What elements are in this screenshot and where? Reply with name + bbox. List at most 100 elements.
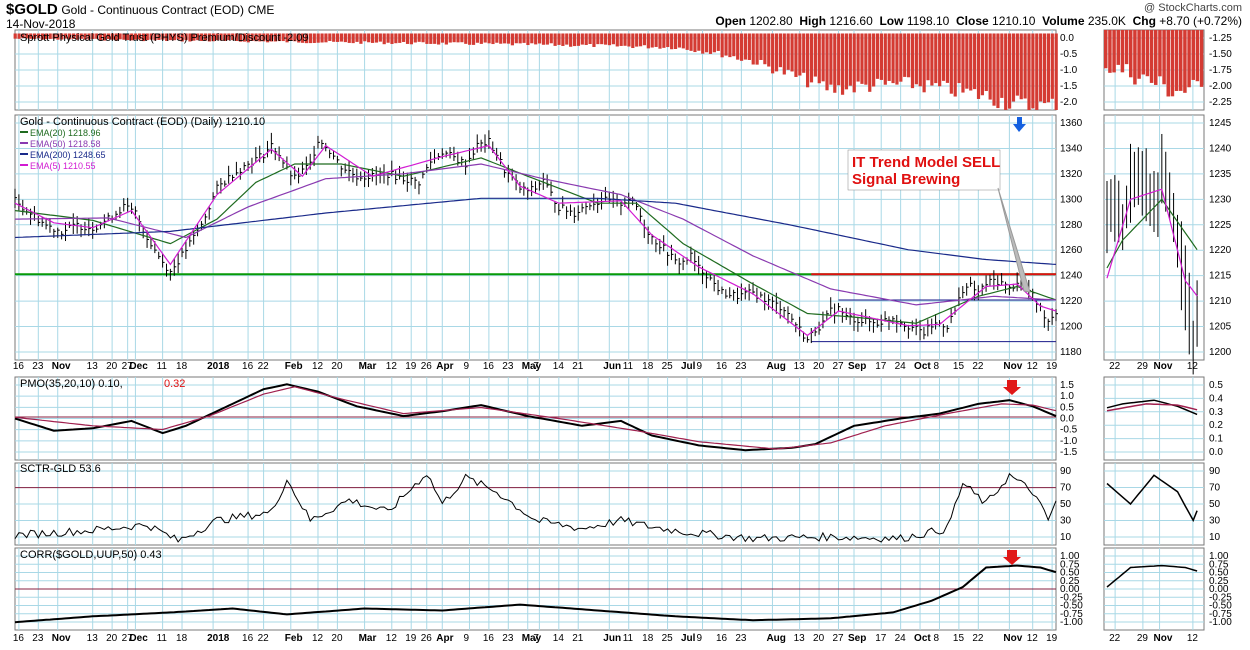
premium-bar bbox=[417, 33, 421, 42]
premium-bar bbox=[219, 33, 223, 41]
premium-bar bbox=[165, 33, 169, 41]
x-axis-label: 11 bbox=[623, 633, 634, 644]
legend-entry: EMA(50) 1218.58 bbox=[30, 139, 101, 149]
premium-bar bbox=[895, 33, 899, 85]
corr-zoom-tick-label: 0.25 bbox=[1209, 576, 1229, 587]
premium-bar bbox=[755, 33, 759, 65]
premium-bar bbox=[759, 33, 763, 60]
premium-bar bbox=[852, 33, 856, 93]
legend-entry: EMA(200) 1248.65 bbox=[30, 150, 106, 160]
premium-bar bbox=[739, 33, 744, 61]
open-label: Open bbox=[715, 14, 746, 28]
corr-zoom-tick-label: -0.50 bbox=[1209, 601, 1232, 612]
sctr-zoom-sctr-gld-line bbox=[1106, 474, 1198, 523]
x-axis-label: Sep bbox=[848, 361, 866, 372]
premium-bar bbox=[623, 33, 627, 46]
premium-bar bbox=[172, 33, 177, 41]
premium-bar bbox=[864, 33, 868, 85]
premium-bar bbox=[83, 33, 87, 40]
premium-bar bbox=[553, 33, 557, 46]
premium-bar bbox=[499, 33, 503, 44]
x-axis-label: 16 bbox=[483, 361, 495, 372]
corr-tick-label: 0.00 bbox=[1060, 584, 1080, 595]
x-axis-label: 27 bbox=[122, 361, 134, 372]
corr-zoom-tick-label: 0.50 bbox=[1209, 568, 1229, 579]
premium-bar bbox=[386, 33, 390, 43]
price-zoom-ema5-line bbox=[1106, 188, 1198, 297]
pmo-zoom-signal-line bbox=[1106, 403, 1198, 412]
premium-bar bbox=[518, 33, 522, 44]
zoom-x-axis-label: Nov bbox=[1154, 361, 1173, 372]
premium-bar bbox=[965, 33, 969, 89]
premium-bar bbox=[347, 33, 351, 43]
premium-bar bbox=[122, 33, 126, 40]
premium-bar bbox=[848, 33, 852, 86]
premium-bar bbox=[837, 33, 841, 86]
premium-bar bbox=[297, 33, 301, 43]
premium-bar bbox=[188, 33, 192, 42]
premium-bar bbox=[433, 33, 437, 44]
premium-bar bbox=[875, 33, 880, 79]
premium-bar bbox=[13, 33, 17, 39]
low-label: Low bbox=[879, 14, 904, 28]
premium-tick-label: -0.5 bbox=[1060, 49, 1078, 60]
premium-panel-title: Sprott Physical Gold Trust (PHYS) Premiu… bbox=[20, 32, 309, 44]
premium-bar bbox=[102, 33, 107, 41]
premium-tick-label: -2.0 bbox=[1060, 97, 1078, 108]
premium-zoom-bar bbox=[1162, 30, 1166, 85]
pmo-tick-label: -1.0 bbox=[1060, 436, 1078, 447]
x-axis-label: 20 bbox=[813, 633, 825, 644]
premium-bar bbox=[33, 33, 37, 39]
premium-bar bbox=[829, 33, 833, 85]
premium-bar bbox=[786, 33, 790, 70]
premium-bar bbox=[545, 33, 549, 45]
pmo-tick-label: -0.5 bbox=[1060, 425, 1078, 436]
x-axis-label: 21 bbox=[572, 361, 584, 372]
premium-bar bbox=[906, 33, 911, 78]
x-axis-label: Dec bbox=[129, 361, 148, 372]
premium-bar bbox=[565, 33, 569, 45]
premium-bar bbox=[833, 33, 837, 93]
price-tick-label: 1240 bbox=[1060, 271, 1083, 282]
corr-tick-label: -1.00 bbox=[1060, 617, 1083, 628]
x-axis-label: 16 bbox=[242, 361, 254, 372]
premium-bar bbox=[71, 33, 76, 39]
sctr-tick-label: 30 bbox=[1060, 516, 1072, 527]
premium-bar bbox=[273, 33, 278, 42]
premium-bar bbox=[258, 33, 262, 42]
premium-bar bbox=[891, 33, 895, 84]
pmo-signal-line bbox=[14, 386, 1057, 450]
premium-zoom-tick-label: -2.25 bbox=[1209, 97, 1232, 108]
x-axis-label: 23 bbox=[32, 361, 44, 372]
x-axis-label: 16 bbox=[242, 633, 254, 644]
x-axis-label: 12 bbox=[386, 633, 398, 644]
premium-bar bbox=[394, 33, 398, 44]
premium-bar bbox=[949, 33, 953, 94]
premium-tick-label: 0.0 bbox=[1060, 33, 1074, 44]
premium-bar bbox=[763, 33, 767, 65]
premium-bar bbox=[266, 33, 270, 43]
premium-bar bbox=[157, 33, 161, 40]
premium-bar bbox=[425, 33, 429, 44]
premium-bar bbox=[215, 33, 219, 41]
premium-bar bbox=[782, 33, 786, 75]
premium-zoom-bar bbox=[1195, 30, 1200, 82]
premium-bar bbox=[75, 33, 79, 40]
chg-value: +8.70 (+0.72%) bbox=[1159, 14, 1242, 28]
pmo-signal-value: 0.32 bbox=[164, 378, 185, 390]
premium-bar bbox=[285, 33, 289, 43]
sctr-zoom-tick-label: 70 bbox=[1209, 483, 1221, 494]
price-zoom-tick-label: 1215 bbox=[1209, 271, 1232, 282]
premium-bar bbox=[930, 33, 934, 86]
corr-tick-label: -0.50 bbox=[1060, 601, 1083, 612]
premium-bar bbox=[452, 33, 456, 43]
price-tick-label: 1260 bbox=[1060, 245, 1083, 256]
x-axis-label: Apr bbox=[436, 361, 453, 372]
price-tick-label: 1340 bbox=[1060, 143, 1083, 154]
premium-zoom-bar bbox=[1129, 30, 1133, 78]
premium-bar bbox=[64, 33, 68, 39]
pmo-zoom-tick-label: 0.5 bbox=[1209, 380, 1223, 391]
premium-bar bbox=[134, 33, 138, 40]
premium-bar bbox=[685, 33, 689, 50]
x-axis-label: 16 bbox=[13, 361, 25, 372]
